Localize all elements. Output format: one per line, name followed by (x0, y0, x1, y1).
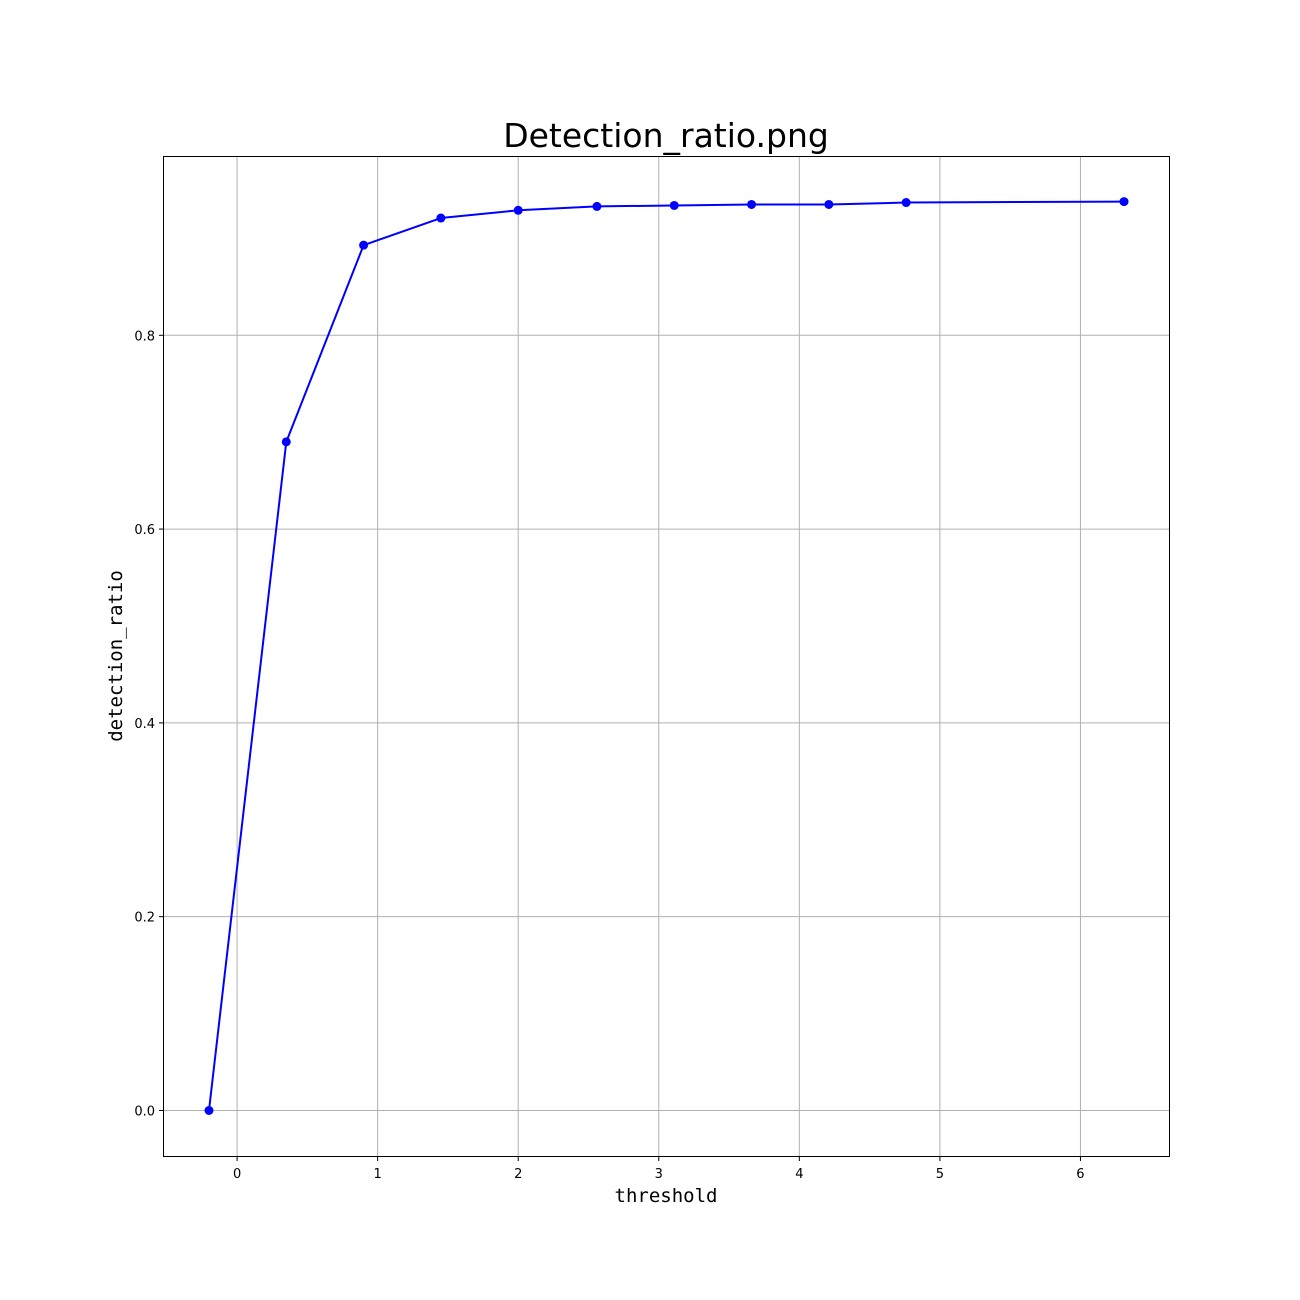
data-point (669, 200, 679, 210)
data-point (824, 199, 834, 209)
data-point (436, 213, 446, 223)
data-point (747, 199, 757, 209)
x-axis-label: threshold (615, 1185, 718, 1207)
data-point (1119, 197, 1129, 207)
y-tick-label: 0.2 (134, 911, 155, 926)
y-tick-label: 0.8 (134, 329, 155, 344)
data-point (281, 437, 291, 447)
x-tick-label: 6 (1076, 1167, 1084, 1182)
x-tick-label: 0 (233, 1167, 241, 1182)
series-markers (204, 197, 1129, 1115)
data-point (359, 240, 369, 250)
chart-title: Detection_ratio.png (503, 116, 829, 155)
data-point (901, 198, 911, 208)
data-point (513, 205, 523, 215)
y-axis-ticks: 0.0 0.2 0.4 0.6 0.8 (134, 329, 164, 1119)
x-tick-label: 2 (514, 1167, 522, 1182)
x-tick-label: 4 (795, 1167, 803, 1182)
x-tick-label: 3 (655, 1167, 663, 1182)
data-point (592, 201, 602, 211)
y-axis-label: detection_ratio (105, 570, 127, 742)
x-axis-ticks: 0 1 2 3 4 5 6 (233, 1156, 1085, 1182)
plot-frame (163, 156, 1170, 1157)
x-tick-label: 1 (374, 1167, 382, 1182)
y-tick-label: 0.4 (134, 717, 155, 732)
grid (164, 157, 1169, 1156)
y-tick-label: 0.0 (134, 1104, 155, 1119)
y-tick-label: 0.6 (134, 523, 155, 538)
data-point (204, 1105, 214, 1115)
x-tick-label: 5 (936, 1167, 944, 1182)
